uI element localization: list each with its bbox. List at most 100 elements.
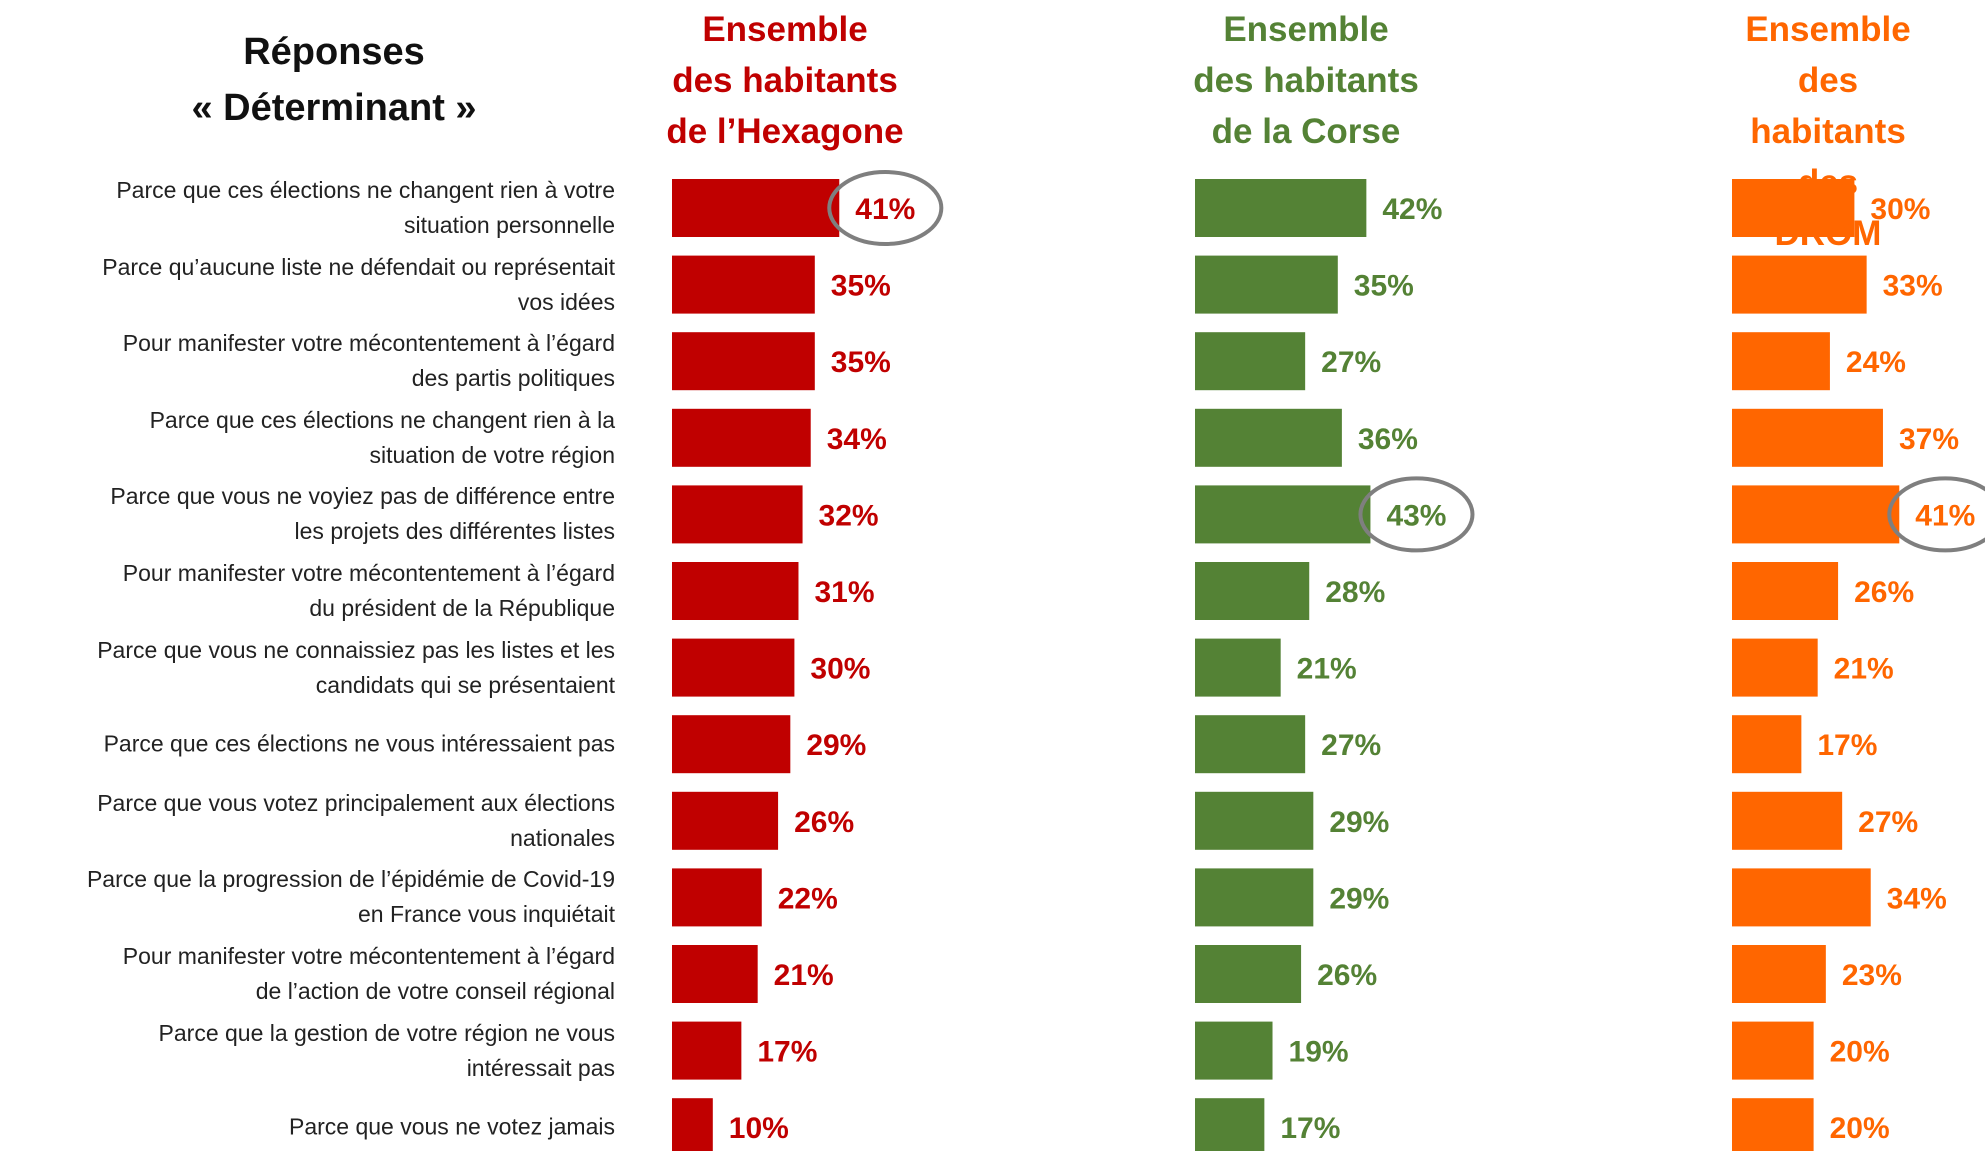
category-label: Parce que la progression de l’épidémie d…	[86, 866, 615, 928]
bar	[672, 715, 791, 774]
bar	[672, 332, 815, 391]
bar	[1195, 791, 1314, 850]
value-label: 10%	[729, 1112, 789, 1145]
value-label: 37%	[1899, 423, 1959, 456]
value-label: 36%	[1358, 423, 1418, 456]
value-label: 35%	[831, 346, 891, 379]
bar	[672, 791, 779, 850]
highlight-circle	[827, 170, 944, 246]
category-label: Parce que vous ne connaissiez pas les li…	[97, 636, 615, 698]
category-label: Parce que la gestion de votre région ne …	[158, 1019, 615, 1081]
bar	[672, 868, 762, 927]
bar	[1732, 715, 1802, 774]
panel-title: Ensemble des habitants de la Corse	[1193, 10, 1419, 151]
value-label: 23%	[1842, 959, 1902, 992]
value-label: 42%	[1382, 193, 1442, 226]
category-label: Parce que ces élections ne changent rien…	[116, 177, 615, 238]
bar	[1732, 791, 1843, 850]
bar	[1195, 638, 1281, 697]
category-label: Parce que vous votez principalement aux …	[97, 789, 615, 851]
value-label: 20%	[1830, 1112, 1890, 1145]
panel-title: Ensemble des habitants de l’Hexagone	[666, 10, 904, 151]
category-label: Parce que ces élections ne changent rien…	[149, 406, 615, 468]
value-label: 19%	[1289, 1036, 1349, 1069]
category-label: Parce que ces élections ne vous intéress…	[103, 730, 615, 757]
page-title: Réponses « Déterminant »	[191, 31, 477, 129]
bar	[1732, 179, 1855, 237]
bar	[672, 408, 811, 467]
bar	[1732, 255, 1867, 314]
bar	[1195, 179, 1367, 237]
category-label: Parce que vous ne votez jamais	[288, 1113, 615, 1140]
value-label: 28%	[1325, 576, 1385, 609]
bar	[1732, 868, 1871, 927]
bar	[1195, 945, 1302, 1003]
bar	[1732, 638, 1818, 697]
bar	[1732, 945, 1826, 1003]
value-label: 32%	[819, 499, 879, 532]
value-label: 35%	[1354, 270, 1414, 303]
value-label: 41%	[1915, 499, 1975, 532]
bar	[1732, 408, 1883, 467]
value-label: 41%	[855, 193, 915, 226]
bar	[1195, 408, 1342, 467]
bar	[1195, 485, 1371, 544]
value-label: 26%	[1317, 959, 1377, 992]
value-label: 33%	[1883, 270, 1943, 303]
bar	[672, 562, 799, 620]
value-label: 26%	[1854, 576, 1914, 609]
value-label: 17%	[1817, 729, 1877, 762]
highlight-circle	[1887, 476, 1985, 553]
bar	[1195, 868, 1314, 927]
category-label: Pour manifester votre mécontentement à l…	[122, 560, 615, 621]
value-label: 27%	[1321, 346, 1381, 379]
value-label: 26%	[794, 806, 854, 839]
value-label: 27%	[1321, 729, 1381, 762]
bar	[1732, 485, 1900, 544]
value-label: 22%	[778, 882, 838, 915]
bar	[672, 485, 803, 544]
category-label: Parce que vous ne voyiez pas de différen…	[110, 483, 615, 545]
bar	[1195, 1098, 1265, 1151]
value-label: 21%	[1834, 653, 1894, 686]
bar	[1195, 255, 1338, 314]
bar	[1732, 1021, 1814, 1080]
value-label: 30%	[810, 653, 870, 686]
value-label: 29%	[1329, 882, 1389, 915]
bar	[1195, 562, 1310, 620]
highlight-circle	[1358, 476, 1475, 553]
value-label: 31%	[814, 576, 874, 609]
panel-title: Ensemble des habitants des DROM	[1745, 10, 1911, 253]
category-label: Pour manifester votre mécontentement à l…	[122, 943, 615, 1004]
category-label: Pour manifester votre mécontentement à l…	[122, 330, 615, 392]
value-label: 27%	[1858, 806, 1918, 839]
value-label: 34%	[1887, 882, 1947, 915]
value-label: 17%	[757, 1036, 817, 1069]
value-label: 34%	[827, 423, 887, 456]
value-label: 35%	[831, 270, 891, 303]
bar	[672, 1098, 713, 1151]
value-label: 43%	[1386, 499, 1446, 532]
bar	[1195, 1021, 1273, 1080]
bar	[1732, 1098, 1814, 1151]
value-label: 29%	[1329, 806, 1389, 839]
bar	[672, 179, 840, 237]
bar	[672, 638, 795, 697]
bar	[1732, 332, 1830, 391]
value-label: 21%	[1297, 653, 1357, 686]
value-label: 20%	[1830, 1036, 1890, 1069]
value-label: 21%	[774, 959, 834, 992]
bar	[1732, 562, 1839, 620]
value-label: 29%	[806, 729, 866, 762]
value-label: 24%	[1846, 346, 1906, 379]
bar	[1195, 332, 1306, 391]
bar	[672, 945, 758, 1003]
value-label: 17%	[1280, 1112, 1340, 1145]
bar	[672, 1021, 742, 1080]
value-label: 30%	[1870, 193, 1930, 226]
bar	[1195, 715, 1306, 774]
category-label: Parce qu’aucune liste ne défendait ou re…	[102, 253, 615, 315]
bar	[672, 255, 815, 314]
